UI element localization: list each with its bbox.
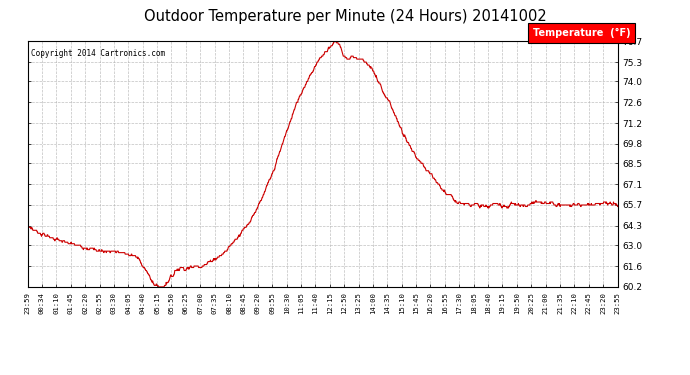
Text: Copyright 2014 Cartronics.com: Copyright 2014 Cartronics.com: [30, 49, 165, 58]
Text: Outdoor Temperature per Minute (24 Hours) 20141002: Outdoor Temperature per Minute (24 Hours…: [144, 9, 546, 24]
Text: Temperature  (°F): Temperature (°F): [533, 28, 630, 38]
